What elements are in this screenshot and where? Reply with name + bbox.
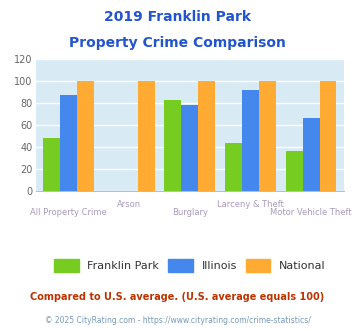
Bar <box>198 82 215 191</box>
Bar <box>164 100 181 191</box>
Bar <box>320 82 337 191</box>
Bar <box>181 105 198 191</box>
Bar <box>225 143 242 191</box>
Text: Property Crime Comparison: Property Crime Comparison <box>69 36 286 50</box>
Text: Larceny & Theft: Larceny & Theft <box>217 200 284 209</box>
Bar <box>242 90 259 191</box>
Text: All Property Crime: All Property Crime <box>31 208 107 217</box>
Text: 2019 Franklin Park: 2019 Franklin Park <box>104 10 251 24</box>
Bar <box>60 95 77 191</box>
Bar <box>43 138 60 191</box>
Bar <box>286 151 302 191</box>
Text: Motor Vehicle Theft: Motor Vehicle Theft <box>270 208 352 217</box>
Bar <box>302 118 320 191</box>
Text: Burglary: Burglary <box>172 208 208 217</box>
Bar <box>77 82 94 191</box>
Bar <box>138 82 155 191</box>
Legend: Franklin Park, Illinois, National: Franklin Park, Illinois, National <box>50 255 330 276</box>
Text: Compared to U.S. average. (U.S. average equals 100): Compared to U.S. average. (U.S. average … <box>31 292 324 302</box>
Bar <box>259 82 276 191</box>
Text: © 2025 CityRating.com - https://www.cityrating.com/crime-statistics/: © 2025 CityRating.com - https://www.city… <box>45 316 310 325</box>
Text: Arson: Arson <box>117 200 141 209</box>
